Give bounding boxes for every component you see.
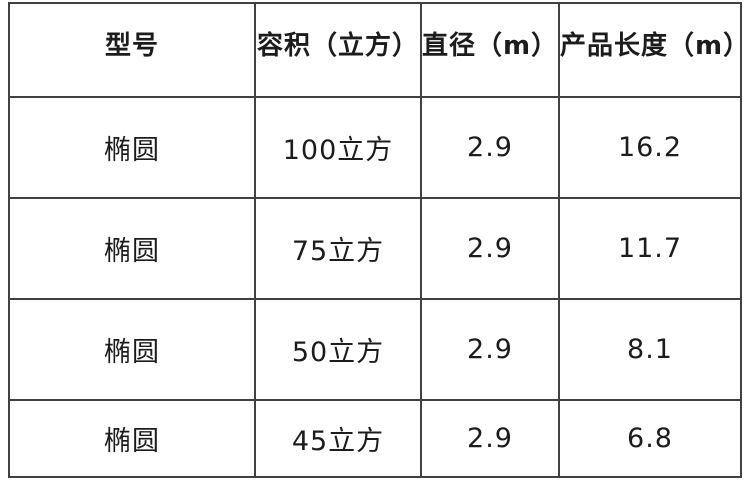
cell-volume: 75立方 [254,197,422,300]
cell-volume: 100立方 [254,96,422,199]
cell-length: 8.1 [558,298,742,401]
cell-length: 16.2 [558,96,742,199]
cell-diameter: 2.9 [420,197,560,300]
header-cell-diameter: 直径（m） [420,2,560,98]
cell-diameter: 2.9 [420,298,560,401]
cell-diameter: 2.9 [420,399,560,478]
cell-volume: 45立方 [254,399,422,478]
cell-model: 椭圆 [8,96,256,199]
cell-length: 11.7 [558,197,742,300]
header-cell-length: 产品长度（m） [558,2,742,98]
cell-length: 6.8 [558,399,742,478]
table-row: 椭圆 50立方 2.9 8.1 [8,298,742,401]
cell-diameter: 2.9 [420,96,560,199]
header-cell-volume: 容积（立方） [254,2,422,98]
table-row: 椭圆 75立方 2.9 11.7 [8,197,742,300]
cell-model: 椭圆 [8,298,256,401]
header-row: 型号 容积（立方） 直径（m） 产品长度（m） [8,2,742,98]
header-cell-model: 型号 [8,2,256,98]
cell-volume: 50立方 [254,298,422,401]
spec-table-container: 型号 容积（立方） 直径（m） 产品长度（m） 椭圆 100立方 2.9 16.… [8,2,742,478]
spec-table: 型号 容积（立方） 直径（m） 产品长度（m） 椭圆 100立方 2.9 16.… [8,2,742,478]
cell-model: 椭圆 [8,197,256,300]
cell-model: 椭圆 [8,399,256,478]
table-row: 椭圆 45立方 2.9 6.8 [8,399,742,478]
table-row: 椭圆 100立方 2.9 16.2 [8,96,742,199]
